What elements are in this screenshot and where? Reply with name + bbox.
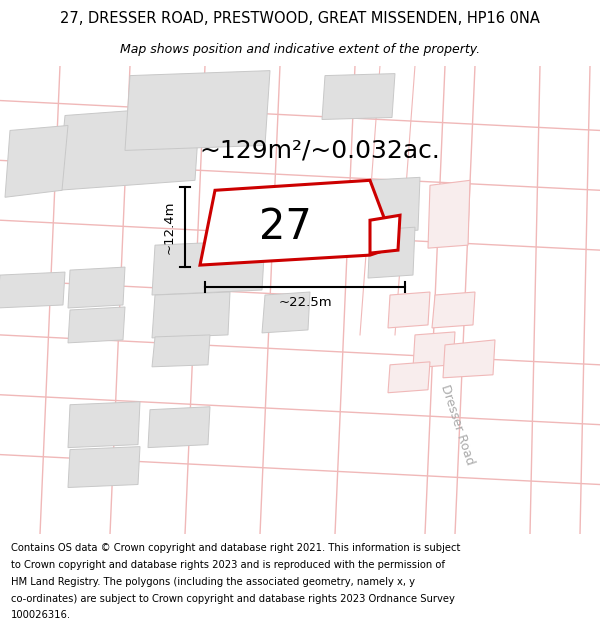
Text: Map shows position and indicative extent of the property.: Map shows position and indicative extent… [120,42,480,56]
Polygon shape [262,292,310,333]
Text: to Crown copyright and database rights 2023 and is reproduced with the permissio: to Crown copyright and database rights 2… [11,560,445,570]
Polygon shape [443,340,495,377]
Polygon shape [362,177,420,233]
Polygon shape [388,362,430,392]
Polygon shape [428,181,470,248]
Text: 27, DRESSER ROAD, PRESTWOOD, GREAT MISSENDEN, HP16 0NA: 27, DRESSER ROAD, PRESTWOOD, GREAT MISSE… [60,11,540,26]
Polygon shape [68,447,140,488]
Text: co-ordinates) are subject to Crown copyright and database rights 2023 Ordnance S: co-ordinates) are subject to Crown copyr… [11,594,455,604]
Polygon shape [152,240,265,295]
Text: Contains OS data © Crown copyright and database right 2021. This information is : Contains OS data © Crown copyright and d… [11,543,460,554]
Polygon shape [68,307,125,343]
Polygon shape [368,228,415,278]
Polygon shape [0,272,65,308]
Polygon shape [388,292,430,328]
Polygon shape [413,332,455,368]
Polygon shape [432,292,475,328]
Polygon shape [152,292,230,338]
Polygon shape [322,74,395,119]
Text: 27: 27 [259,206,311,248]
Polygon shape [68,267,125,308]
Polygon shape [58,106,200,190]
Polygon shape [200,181,385,265]
Text: ~22.5m: ~22.5m [278,296,332,309]
Polygon shape [125,71,270,151]
Text: HM Land Registry. The polygons (including the associated geometry, namely x, y: HM Land Registry. The polygons (includin… [11,577,415,587]
Text: 100026316.: 100026316. [11,611,71,621]
Text: ~12.4m: ~12.4m [163,201,176,254]
Polygon shape [148,407,210,447]
Text: Dresser Road: Dresser Road [438,383,476,466]
Polygon shape [68,402,140,448]
Polygon shape [5,126,68,198]
Text: ~129m²/~0.032ac.: ~129m²/~0.032ac. [200,138,440,162]
Polygon shape [152,335,210,367]
Polygon shape [370,215,400,253]
